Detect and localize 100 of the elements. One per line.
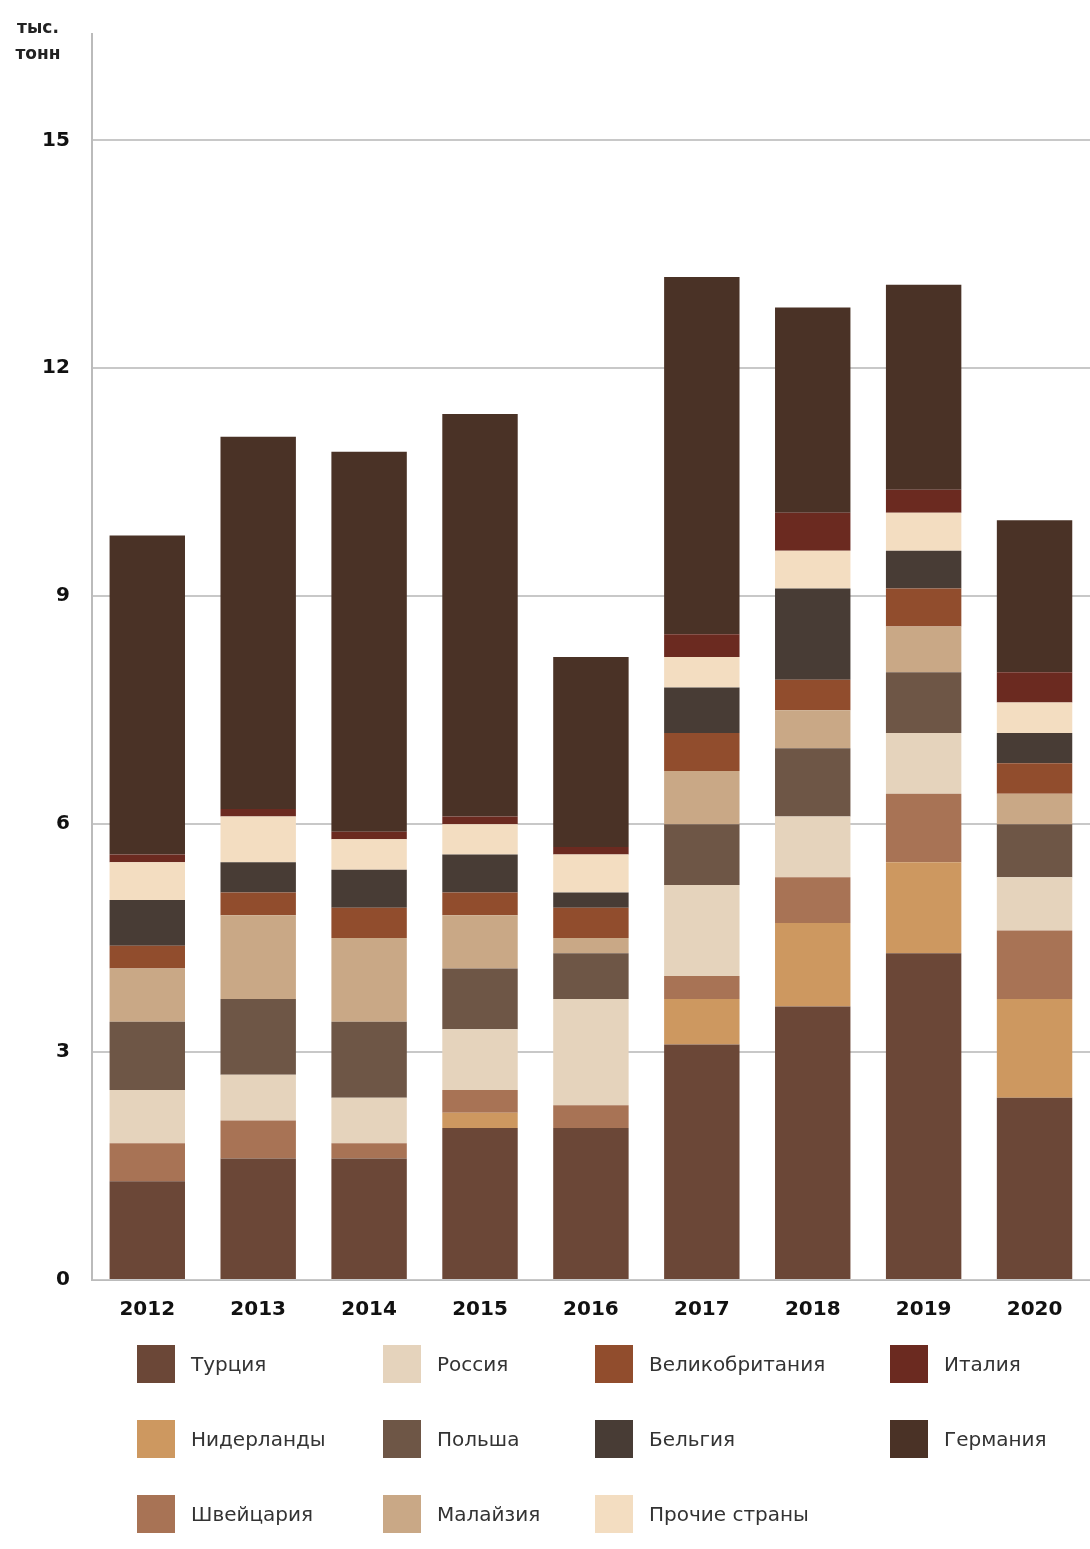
bar [109,945,185,969]
x-tick-label: 2013 [230,1296,287,1321]
bar [442,413,518,817]
bar [996,793,1073,825]
x-tick-label: 2014 [341,1296,397,1321]
y-tick-label: 15 [41,126,70,151]
bar [775,512,851,551]
bar [775,877,851,923]
bar [553,1105,629,1129]
bar [220,436,296,809]
bar [220,808,296,817]
bar [331,1021,407,1098]
bar [775,1006,851,1279]
bar [775,922,851,1007]
legend-label: Турция [191,1352,267,1376]
bar [553,1128,629,1279]
y-tick-label: 6 [55,810,70,835]
x-tick-label: 2017 [673,1296,730,1321]
bar [996,877,1073,931]
x-tick-label: 2020 [1006,1296,1063,1321]
bar [996,672,1073,703]
bar [775,816,851,878]
bar [331,1097,407,1144]
bar [331,451,407,832]
bar [885,732,962,794]
bar [885,672,962,733]
bar [664,770,740,825]
legend-label: Польша [437,1427,520,1451]
bar [109,854,185,863]
bar [996,702,1073,733]
y-tick-label: 3 [55,1038,70,1063]
bar [885,284,962,490]
legend-label: Малайзия [437,1502,541,1526]
bar [442,854,518,893]
bar [331,839,407,870]
bar [442,824,518,855]
x-tick-label: 2012 [119,1296,176,1321]
bar [775,550,851,589]
bar [553,846,629,855]
x-tick-label: 2016 [563,1296,619,1321]
bar [331,831,407,840]
legend-label: Россия [437,1352,509,1376]
bar [442,816,518,825]
bar [996,732,1073,764]
bar [996,520,1073,673]
x-tick-label: 2019 [895,1296,952,1321]
bar [220,1158,296,1279]
bar [442,1090,518,1113]
bar [996,998,1073,1098]
bar [109,1181,185,1279]
bar [664,687,740,733]
bar [885,862,962,954]
bar [220,1074,296,1121]
bar [664,884,740,977]
bar [220,862,296,893]
bar [775,710,851,749]
legend-label: Нидерланды [191,1427,326,1451]
bar [109,1021,185,1091]
x-tick-label: 2015 [452,1296,508,1321]
bar [664,732,740,771]
legend-label: Германия [944,1427,1047,1451]
bar [442,892,518,916]
bar [109,535,185,855]
bar [331,1143,407,1159]
bar [885,489,962,513]
bar [442,968,518,1030]
bar [775,588,851,680]
bar [331,907,407,939]
legend-label: Швейцария [191,1502,314,1526]
bar [664,657,740,688]
bar [109,900,185,946]
bar [664,634,740,657]
y-tick-label: 12 [41,354,70,379]
bar [664,976,740,999]
x-tick-label: 2018 [784,1296,841,1321]
bar [553,657,629,847]
bar [664,998,740,1045]
bar [885,512,962,551]
bar [220,1120,296,1159]
bar [553,953,629,999]
bar [220,915,296,999]
bar [442,1128,518,1279]
bar [553,854,629,893]
bar [885,626,962,673]
bar [664,277,740,635]
bar [442,915,518,969]
legend-label: Прочие страны [649,1502,809,1526]
y-tick-label: 0 [55,1266,70,1291]
legend-label: Бельгия [649,1427,736,1451]
bar [996,824,1073,878]
bar [885,953,962,1279]
bar [553,938,629,954]
bar [775,748,851,817]
bar [442,1029,518,1091]
bar [553,907,629,939]
bar [885,588,962,627]
bar [331,869,407,908]
bar [109,1143,185,1182]
y-tick-label: 9 [55,582,70,607]
legend-label: Великобритания [649,1352,826,1376]
